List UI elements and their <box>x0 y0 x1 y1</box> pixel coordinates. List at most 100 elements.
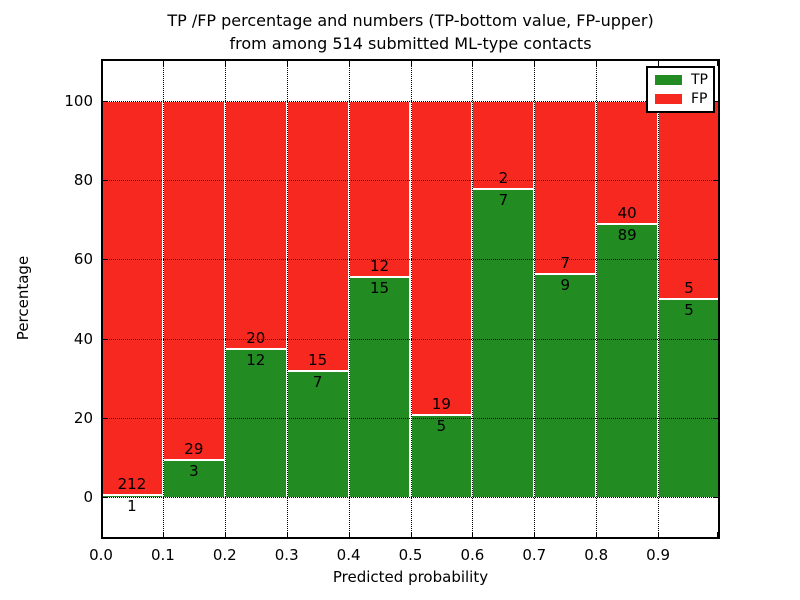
gridline-vertical <box>596 59 598 539</box>
x-tick-mark <box>717 61 718 66</box>
y-tick-mark <box>713 179 718 181</box>
bar-annotation-tp: 7 <box>498 190 509 209</box>
bar-segment-tp <box>472 188 535 498</box>
bar-annotation-tp: 3 <box>189 462 199 481</box>
y-tick-mark <box>103 338 108 340</box>
x-tick-label: 0.4 <box>336 546 361 564</box>
x-tick-mark <box>348 532 350 537</box>
bar-segment-fp <box>286 100 349 372</box>
bar-segment-fp <box>101 100 163 496</box>
y-tick-mark <box>103 179 108 181</box>
x-tick-mark <box>472 532 474 537</box>
x-tick-label: 0.5 <box>398 546 423 564</box>
x-tick-mark <box>658 532 660 537</box>
y-tick-label: 100 <box>64 91 93 110</box>
y-tick-mark <box>103 497 108 499</box>
bar-segment-fp <box>224 100 287 349</box>
x-tick-mark <box>224 61 226 66</box>
x-axis-label: Predicted probability <box>332 568 489 586</box>
x-tick-mark <box>410 61 412 66</box>
y-tick-label: 40 <box>73 329 93 348</box>
x-tick-mark <box>717 532 718 537</box>
x-tick-mark <box>472 61 474 66</box>
y-tick-mark <box>103 100 108 102</box>
y-tick-label: 20 <box>73 409 93 427</box>
gridline-vertical <box>348 59 350 539</box>
legend-label-fp: FP <box>691 91 708 107</box>
x-tick-label: 0.8 <box>584 546 609 564</box>
bar-annotation-fp: 29 <box>184 440 204 459</box>
bar-segment-tp <box>410 414 473 498</box>
y-tick-mark <box>103 259 108 261</box>
bar-segment-tp <box>596 223 659 498</box>
bar-annotation-tp: 5 <box>436 416 447 435</box>
bar-annotation-fp: 19 <box>431 394 451 413</box>
chart-title-line1: TP /FP percentage and numbers (TP-bottom… <box>167 11 654 30</box>
y-tick-label: 0 <box>83 488 93 507</box>
bar-segment-fp <box>348 100 411 277</box>
x-tick-mark <box>162 532 164 537</box>
legend-swatch-tp-icon <box>655 75 682 85</box>
x-tick-label: 0.6 <box>460 546 485 564</box>
x-tick-mark <box>348 61 350 66</box>
legend-swatch-fp-icon <box>655 94 682 104</box>
x-tick-mark <box>658 61 660 66</box>
bar-segment-tp <box>658 299 720 498</box>
bar-annotation-fp: 40 <box>617 203 637 222</box>
bar-annotation-fp: 15 <box>308 351 328 370</box>
bar-segment-tp <box>162 460 225 498</box>
y-tick-mark <box>713 338 718 340</box>
x-tick-mark <box>410 532 412 537</box>
bar-segment-fp <box>472 100 535 189</box>
bar-segment-tp <box>286 371 349 498</box>
legend: TP FP <box>646 66 715 113</box>
gridline-vertical <box>534 59 536 539</box>
x-tick-label: 0.2 <box>212 546 237 564</box>
bar-annotation-tp: 15 <box>370 278 390 297</box>
bar-annotation-tp: 89 <box>617 225 637 244</box>
bar-segment-tp <box>348 276 411 498</box>
gridline-vertical <box>658 59 660 539</box>
x-tick-mark <box>162 61 164 66</box>
bar-annotation-fp: 5 <box>684 279 694 297</box>
legend-row-fp: FP <box>648 92 713 106</box>
gridline-vertical <box>162 59 164 539</box>
x-tick-label: 0.3 <box>274 546 299 564</box>
bar-annotation-tp: 1 <box>127 497 137 516</box>
x-tick-mark <box>596 532 598 537</box>
bar-segment-tp <box>534 274 597 498</box>
bar-segment-fp <box>410 100 473 415</box>
bar-annotation-fp: 20 <box>246 328 266 347</box>
bar-annotation-fp: 12 <box>370 256 390 275</box>
gridline-vertical <box>224 59 226 539</box>
x-tick-mark <box>224 532 226 537</box>
bar-segment-fp <box>534 100 597 275</box>
legend-row-tp: TP <box>648 73 713 87</box>
bar-segment-fp <box>658 100 720 299</box>
chart-title-line2: from among 514 submitted ML-type contact… <box>229 34 592 53</box>
bar-annotation-fp: 7 <box>560 254 571 273</box>
bar-segment-fp <box>162 100 225 461</box>
x-tick-mark <box>286 532 288 537</box>
y-tick-mark <box>713 497 718 499</box>
x-tick-label: 0.0 <box>89 546 113 564</box>
y-tick-label: 80 <box>73 170 93 189</box>
x-tick-mark <box>534 61 536 66</box>
bar-annotation-fp: 212 <box>117 475 147 494</box>
x-tick-mark <box>534 532 536 537</box>
gridline-vertical <box>410 59 412 539</box>
bar-annotation-tp: 9 <box>560 276 571 295</box>
legend-label-tp: TP <box>691 72 708 88</box>
bar-annotation-tp: 7 <box>312 373 323 392</box>
x-tick-mark <box>101 61 102 66</box>
bar-annotation-fp: 2 <box>498 168 509 187</box>
y-tick-mark <box>713 259 718 261</box>
bar-annotation-tp: 5 <box>684 301 694 319</box>
x-tick-label: 0.1 <box>150 546 175 564</box>
y-tick-mark <box>713 418 718 419</box>
bar-annotation-tp: 12 <box>246 350 266 369</box>
bar-segment-tp <box>224 348 287 498</box>
y-tick-mark <box>713 100 718 102</box>
x-tick-mark <box>286 61 288 66</box>
